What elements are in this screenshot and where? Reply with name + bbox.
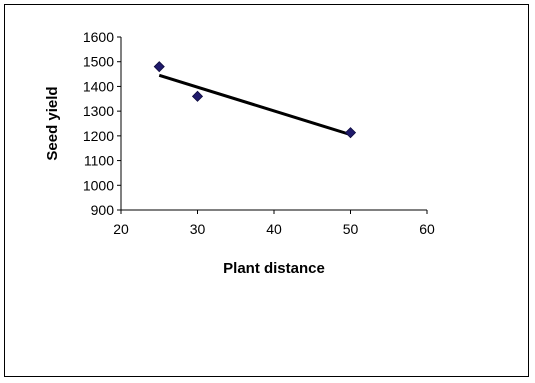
data-point (191, 90, 204, 102)
y-tick-label: 1000 (83, 177, 114, 193)
y-tick-label: 1400 (83, 78, 114, 94)
chart-frame: 900 1000 1100 1200 1300 1400 1500 1600 20 30 40 50 6… (4, 4, 529, 377)
tick-labels: 900 1000 1100 1200 1300 1400 1500 1600 20 30 40 50 6… (83, 29, 435, 237)
y-tick-label: 1600 (83, 29, 114, 45)
points-group (153, 61, 357, 139)
y-tick-label: 900 (91, 202, 115, 218)
trendline (158, 73, 351, 137)
y-tick-label: 1200 (83, 128, 114, 144)
y-tick-label: 1300 (83, 103, 114, 119)
x-axis-title: Plant distance (223, 260, 325, 277)
y-axis-title: Seed yield (44, 86, 61, 160)
x-tick-label: 40 (266, 221, 282, 237)
y-tick-label: 1500 (83, 54, 114, 70)
ticks (117, 36, 428, 214)
x-tick-label: 60 (419, 221, 435, 237)
data-point (344, 127, 357, 139)
y-tick-label: 1100 (84, 153, 114, 169)
x-tick-label: 50 (343, 221, 359, 237)
x-tick-label: 20 (113, 221, 129, 237)
chart-svg: 900 1000 1100 1200 1300 1400 1500 1600 20 30 40 50 6… (44, 29, 435, 277)
axes (120, 37, 427, 211)
x-tick-label: 30 (190, 221, 206, 237)
trendline-group (158, 73, 351, 137)
data-point (153, 61, 165, 73)
